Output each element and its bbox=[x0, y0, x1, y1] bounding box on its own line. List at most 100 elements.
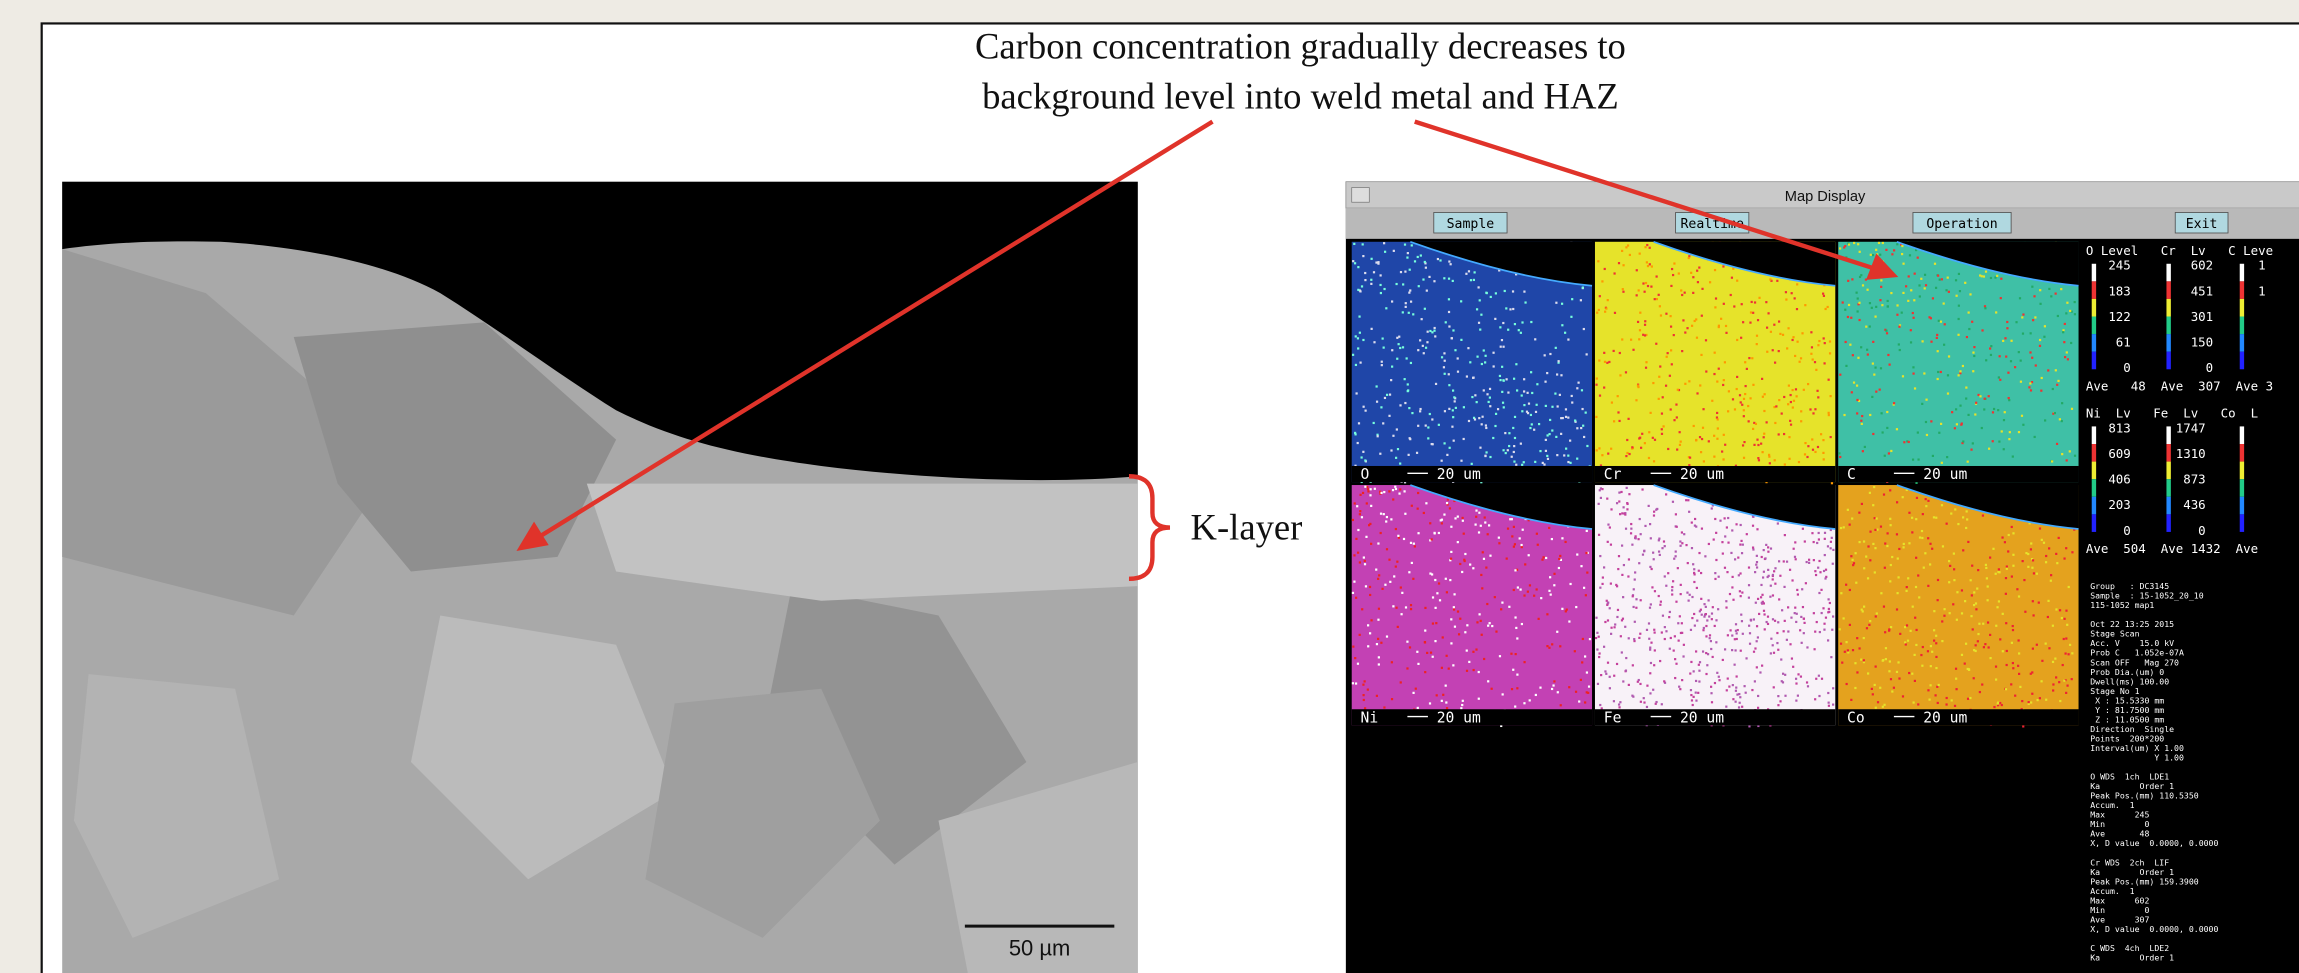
map-speckle bbox=[1907, 640, 1909, 642]
color-scale bbox=[2166, 479, 2170, 497]
map-speckle bbox=[1599, 587, 1601, 589]
map-speckle bbox=[1583, 328, 1585, 330]
map-speckle bbox=[1678, 640, 1680, 642]
map-speckle bbox=[1753, 444, 1755, 446]
map-speckle bbox=[2037, 699, 2039, 701]
map-speckle bbox=[1693, 581, 1695, 583]
map-speckle bbox=[1396, 561, 1398, 563]
map-speckle bbox=[1446, 454, 1448, 456]
map-speckle bbox=[1749, 397, 1751, 399]
map-speckle bbox=[1662, 615, 1664, 617]
map-speckle bbox=[1884, 631, 1886, 633]
map-speckle bbox=[1607, 541, 1609, 543]
map-speckle bbox=[1712, 606, 1714, 608]
map-speckle bbox=[1377, 619, 1379, 621]
map-speckle bbox=[1402, 311, 1404, 313]
map-speckle bbox=[1882, 659, 1884, 661]
map-speckle bbox=[1493, 365, 1495, 367]
map-speckle bbox=[1654, 649, 1656, 651]
map-speckle bbox=[1478, 698, 1480, 700]
map-speckle bbox=[1549, 353, 1551, 355]
map-speckle bbox=[1725, 325, 1727, 327]
map-speckle bbox=[1987, 585, 1989, 587]
map-speckle bbox=[1913, 701, 1915, 703]
map-speckle bbox=[1667, 352, 1669, 354]
map-speckle bbox=[1690, 661, 1692, 663]
map-speckle bbox=[1481, 587, 1483, 589]
map-speckle bbox=[1561, 324, 1563, 326]
map-speckle bbox=[1664, 575, 1666, 577]
map-speckle bbox=[1596, 648, 1598, 650]
map-speckle bbox=[1721, 541, 1723, 543]
map-speckle bbox=[1670, 326, 1672, 328]
map-speckle bbox=[1452, 280, 1454, 282]
map-speckle bbox=[1736, 388, 1738, 390]
map-speckle bbox=[1927, 689, 1929, 691]
map-speckle bbox=[1724, 567, 1726, 569]
map-speckle bbox=[1628, 637, 1630, 639]
map-speckle bbox=[1508, 432, 1510, 434]
map-speckle bbox=[1692, 292, 1694, 294]
map-speckle bbox=[1979, 395, 1981, 397]
map-speckle bbox=[1523, 461, 1525, 463]
map-speckle bbox=[1410, 542, 1412, 544]
map-speckle bbox=[1613, 700, 1615, 702]
map-speckle bbox=[1742, 633, 1744, 635]
map-speckle bbox=[1378, 663, 1380, 665]
map-speckle bbox=[1884, 455, 1886, 457]
map-speckle bbox=[1511, 688, 1513, 690]
map-speckle bbox=[1610, 583, 1612, 585]
map-speckle bbox=[1708, 543, 1710, 545]
map-speckle bbox=[1583, 587, 1585, 589]
map-speckle bbox=[1677, 389, 1679, 391]
map-speckle bbox=[1436, 694, 1438, 696]
map-speckle bbox=[1930, 317, 1932, 319]
map-speckle bbox=[1868, 624, 1870, 626]
map-speckle bbox=[1919, 536, 1921, 538]
map-speckle bbox=[1569, 462, 1571, 464]
map-speckle bbox=[1469, 361, 1471, 363]
map-speckle bbox=[1705, 613, 1707, 615]
map-speckle bbox=[1588, 685, 1590, 687]
map-scale: 20 um bbox=[1437, 709, 1481, 726]
map-speckle bbox=[1799, 629, 1801, 631]
map-speckle bbox=[2047, 369, 2049, 371]
map-speckle bbox=[1376, 695, 1378, 697]
map-speckle bbox=[2008, 534, 2010, 536]
map-speckle bbox=[1905, 590, 1907, 592]
map-speckle bbox=[1517, 586, 1519, 588]
map-speckle bbox=[1861, 609, 1863, 611]
map-speckle bbox=[1879, 299, 1881, 301]
map-speckle bbox=[1766, 421, 1768, 423]
map-speckle bbox=[2012, 532, 2014, 534]
map-speckle bbox=[1896, 533, 1898, 535]
map-speckle bbox=[1992, 411, 1994, 413]
map-speckle bbox=[1840, 527, 1842, 529]
map-speckle bbox=[1961, 589, 1963, 591]
map-speckle bbox=[1480, 314, 1482, 316]
map-speckle bbox=[1628, 558, 1630, 560]
map-speckle bbox=[1580, 565, 1582, 567]
map-speckle bbox=[1551, 538, 1553, 540]
map-speckle bbox=[1765, 301, 1767, 303]
map-speckle bbox=[1642, 554, 1644, 556]
map-speckle bbox=[1879, 389, 1881, 391]
window-menu-button[interactable] bbox=[1352, 188, 1370, 203]
map-speckle bbox=[1575, 606, 1577, 608]
map-element: Co bbox=[1847, 709, 1865, 726]
map-speckle bbox=[1825, 617, 1827, 619]
map-speckle bbox=[1886, 532, 1888, 534]
map-speckle bbox=[1487, 680, 1489, 682]
info-line: Ka Order 1 bbox=[2090, 781, 2174, 791]
map-speckle bbox=[1716, 380, 1718, 382]
map-speckle bbox=[1922, 513, 1924, 515]
map-speckle bbox=[1623, 512, 1625, 514]
map-speckle bbox=[1445, 578, 1447, 580]
map-speckle bbox=[1937, 378, 1939, 380]
map-speckle bbox=[1818, 695, 1820, 697]
map-speckle bbox=[2043, 336, 2045, 338]
map-speckle bbox=[1601, 707, 1603, 709]
map-speckle bbox=[1655, 509, 1657, 511]
map-speckle bbox=[2061, 420, 2063, 422]
map-speckle bbox=[1911, 531, 1913, 533]
